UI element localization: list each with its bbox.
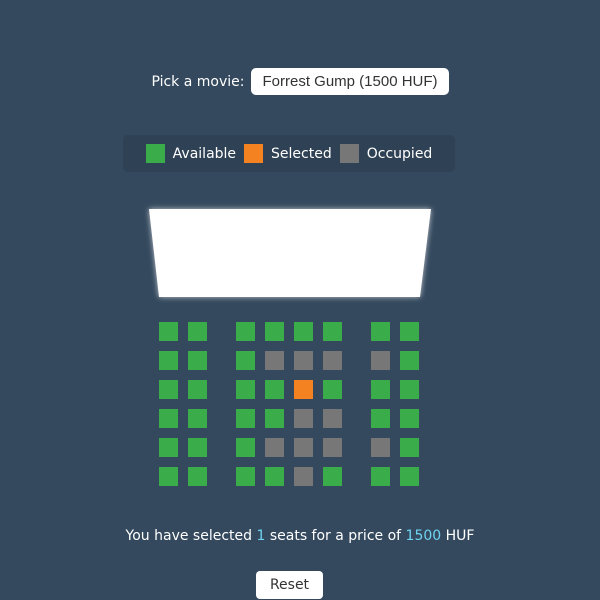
seat-available[interactable] [159,438,178,457]
seat-available[interactable] [265,322,284,341]
seat-available[interactable] [188,409,207,428]
seat-available[interactable] [400,322,419,341]
seat-available[interactable] [188,467,207,486]
seat-available[interactable] [159,467,178,486]
available-swatch [145,144,165,163]
reset-button[interactable]: Reset [256,571,323,599]
legend-label: Occupied [366,145,433,162]
seat-available[interactable] [400,351,419,370]
seat-available[interactable] [371,322,390,341]
seat-available[interactable] [159,380,178,399]
seat-occupied [265,438,284,457]
legend-label: Available [172,145,237,162]
movie-picker: Pick a movie: Forrest Gump (1500 HUF) [0,68,600,95]
legend-selected: Selected [244,144,332,163]
seat-occupied [265,351,284,370]
seat-occupied [294,438,313,457]
seat-available[interactable] [371,409,390,428]
seat-available[interactable] [400,467,419,486]
seat-selected[interactable] [294,380,313,399]
seat-available[interactable] [323,467,342,486]
seat-available[interactable] [236,322,255,341]
seat-available[interactable] [323,380,342,399]
selection-summary: You have selected 1 seats for a price of… [125,528,475,544]
seat-available[interactable] [323,322,342,341]
selected-count: 1 [256,528,266,544]
seat-available[interactable] [236,380,255,399]
seat-available[interactable] [400,409,419,428]
seat-available[interactable] [265,409,284,428]
selected-swatch [244,144,264,163]
seat-legend: Available Selected Occupied [123,135,455,172]
seat-available[interactable] [371,380,390,399]
seat-available[interactable] [236,351,255,370]
movie-select[interactable]: Forrest Gump (1500 HUF) [251,68,449,95]
seat-available[interactable] [188,380,207,399]
seat-available[interactable] [236,438,255,457]
legend-label: Selected [271,145,332,162]
seat-occupied [323,409,342,428]
movie-picker-label: Pick a movie: [151,73,245,90]
seat-available[interactable] [294,322,313,341]
seat-available[interactable] [371,467,390,486]
seat-available[interactable] [188,438,207,457]
occupied-swatch [339,144,359,163]
legend-available: Available [145,144,237,163]
seat-available[interactable] [159,409,178,428]
seat-available[interactable] [265,380,284,399]
total-price: 1500 [405,528,442,544]
seat-available[interactable] [236,467,255,486]
seat-available[interactable] [188,322,207,341]
seat-available[interactable] [188,351,207,370]
seat-occupied [294,351,313,370]
seat-occupied [323,438,342,457]
seat-available[interactable] [236,409,255,428]
seat-occupied [323,351,342,370]
legend-occupied: Occupied [339,144,433,163]
cinema-screen [149,209,431,297]
seat-occupied [294,467,313,486]
seat-occupied [371,351,390,370]
seat-available[interactable] [265,467,284,486]
seat-occupied [294,409,313,428]
seat-available[interactable] [159,322,178,341]
seat-available[interactable] [159,351,178,370]
seat-available[interactable] [400,380,419,399]
seat-occupied [371,438,390,457]
seat-available[interactable] [400,438,419,457]
